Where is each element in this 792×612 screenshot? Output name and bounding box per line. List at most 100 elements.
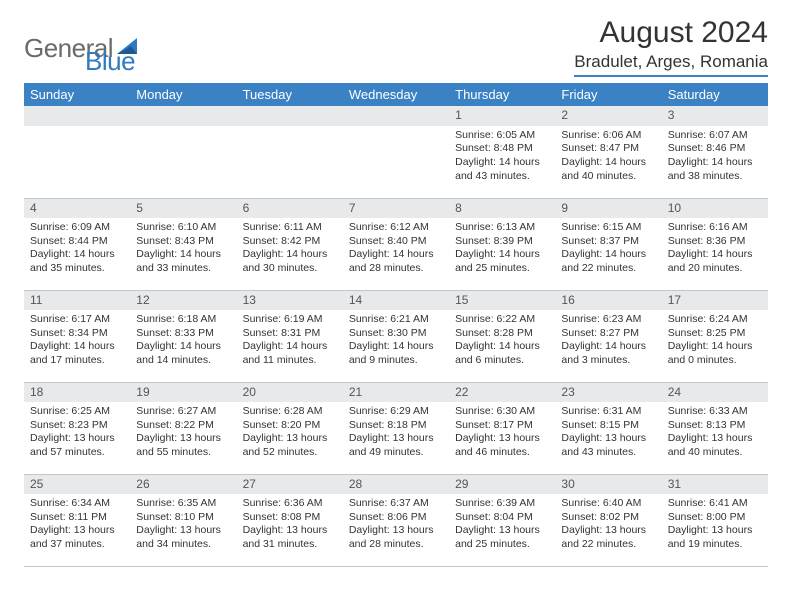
daylight-text: Daylight: 14 hours and 35 minutes.	[30, 248, 124, 275]
day-cell	[130, 106, 236, 198]
day-number: 18	[24, 383, 130, 403]
day-number: 31	[662, 475, 768, 495]
daylight-text: Daylight: 13 hours and 34 minutes.	[136, 524, 230, 551]
brand-part2: Blue	[85, 46, 135, 77]
day-body: Sunrise: 6:22 AMSunset: 8:28 PMDaylight:…	[449, 310, 555, 372]
sunset-text: Sunset: 8:48 PM	[455, 142, 549, 156]
day-number: 6	[237, 199, 343, 219]
day-body: Sunrise: 6:41 AMSunset: 8:00 PMDaylight:…	[662, 494, 768, 556]
day-cell: 8Sunrise: 6:13 AMSunset: 8:39 PMDaylight…	[449, 198, 555, 290]
daylight-text: Daylight: 13 hours and 40 minutes.	[668, 432, 762, 459]
day-number: 8	[449, 199, 555, 219]
day-cell: 15Sunrise: 6:22 AMSunset: 8:28 PMDayligh…	[449, 290, 555, 382]
day-body: Sunrise: 6:35 AMSunset: 8:10 PMDaylight:…	[130, 494, 236, 556]
sunrise-text: Sunrise: 6:35 AM	[136, 497, 230, 511]
day-cell: 26Sunrise: 6:35 AMSunset: 8:10 PMDayligh…	[130, 474, 236, 566]
sunset-text: Sunset: 8:40 PM	[349, 235, 443, 249]
dow-friday: Friday	[555, 83, 661, 106]
day-cell: 7Sunrise: 6:12 AMSunset: 8:40 PMDaylight…	[343, 198, 449, 290]
sunset-text: Sunset: 8:00 PM	[668, 511, 762, 525]
sunset-text: Sunset: 8:39 PM	[455, 235, 549, 249]
location-label: Bradulet, Arges, Romania	[574, 52, 768, 77]
sunset-text: Sunset: 8:22 PM	[136, 419, 230, 433]
day-cell: 12Sunrise: 6:18 AMSunset: 8:33 PMDayligh…	[130, 290, 236, 382]
day-body: Sunrise: 6:36 AMSunset: 8:08 PMDaylight:…	[237, 494, 343, 556]
sunset-text: Sunset: 8:28 PM	[455, 327, 549, 341]
day-cell	[24, 106, 130, 198]
calendar-week-row: 4Sunrise: 6:09 AMSunset: 8:44 PMDaylight…	[24, 198, 768, 290]
sunset-text: Sunset: 8:47 PM	[561, 142, 655, 156]
sunset-text: Sunset: 8:43 PM	[136, 235, 230, 249]
day-cell: 20Sunrise: 6:28 AMSunset: 8:20 PMDayligh…	[237, 382, 343, 474]
daylight-text: Daylight: 14 hours and 40 minutes.	[561, 156, 655, 183]
sunset-text: Sunset: 8:30 PM	[349, 327, 443, 341]
sunset-text: Sunset: 8:15 PM	[561, 419, 655, 433]
day-body: Sunrise: 6:31 AMSunset: 8:15 PMDaylight:…	[555, 402, 661, 464]
empty-day	[24, 106, 130, 126]
sunrise-text: Sunrise: 6:27 AM	[136, 405, 230, 419]
day-body: Sunrise: 6:21 AMSunset: 8:30 PMDaylight:…	[343, 310, 449, 372]
day-cell: 16Sunrise: 6:23 AMSunset: 8:27 PMDayligh…	[555, 290, 661, 382]
sunrise-text: Sunrise: 6:34 AM	[30, 497, 124, 511]
sunrise-text: Sunrise: 6:24 AM	[668, 313, 762, 327]
sunset-text: Sunset: 8:04 PM	[455, 511, 549, 525]
sunrise-text: Sunrise: 6:06 AM	[561, 129, 655, 143]
daylight-text: Daylight: 13 hours and 19 minutes.	[668, 524, 762, 551]
day-number: 25	[24, 475, 130, 495]
daylight-text: Daylight: 14 hours and 33 minutes.	[136, 248, 230, 275]
sunset-text: Sunset: 8:34 PM	[30, 327, 124, 341]
dow-saturday: Saturday	[662, 83, 768, 106]
day-cell: 4Sunrise: 6:09 AMSunset: 8:44 PMDaylight…	[24, 198, 130, 290]
day-body: Sunrise: 6:34 AMSunset: 8:11 PMDaylight:…	[24, 494, 130, 556]
sunset-text: Sunset: 8:44 PM	[30, 235, 124, 249]
day-cell	[237, 106, 343, 198]
day-body: Sunrise: 6:06 AMSunset: 8:47 PMDaylight:…	[555, 126, 661, 188]
day-cell: 22Sunrise: 6:30 AMSunset: 8:17 PMDayligh…	[449, 382, 555, 474]
day-number: 21	[343, 383, 449, 403]
day-cell: 17Sunrise: 6:24 AMSunset: 8:25 PMDayligh…	[662, 290, 768, 382]
day-cell: 29Sunrise: 6:39 AMSunset: 8:04 PMDayligh…	[449, 474, 555, 566]
day-number: 28	[343, 475, 449, 495]
sunrise-text: Sunrise: 6:17 AM	[30, 313, 124, 327]
dow-thursday: Thursday	[449, 83, 555, 106]
day-body: Sunrise: 6:19 AMSunset: 8:31 PMDaylight:…	[237, 310, 343, 372]
daylight-text: Daylight: 13 hours and 28 minutes.	[349, 524, 443, 551]
day-body: Sunrise: 6:12 AMSunset: 8:40 PMDaylight:…	[343, 218, 449, 280]
day-cell: 6Sunrise: 6:11 AMSunset: 8:42 PMDaylight…	[237, 198, 343, 290]
day-number: 27	[237, 475, 343, 495]
day-body: Sunrise: 6:13 AMSunset: 8:39 PMDaylight:…	[449, 218, 555, 280]
day-cell: 18Sunrise: 6:25 AMSunset: 8:23 PMDayligh…	[24, 382, 130, 474]
sunrise-text: Sunrise: 6:36 AM	[243, 497, 337, 511]
daylight-text: Daylight: 13 hours and 43 minutes.	[561, 432, 655, 459]
daylight-text: Daylight: 14 hours and 25 minutes.	[455, 248, 549, 275]
sunset-text: Sunset: 8:37 PM	[561, 235, 655, 249]
day-number: 9	[555, 199, 661, 219]
calendar-table: Sunday Monday Tuesday Wednesday Thursday…	[24, 83, 768, 567]
empty-day	[343, 106, 449, 126]
calendar-week-row: 25Sunrise: 6:34 AMSunset: 8:11 PMDayligh…	[24, 474, 768, 566]
sunset-text: Sunset: 8:11 PM	[30, 511, 124, 525]
title-block: August 2024 Bradulet, Arges, Romania	[574, 16, 768, 77]
day-number: 12	[130, 291, 236, 311]
calendar-week-row: 1Sunrise: 6:05 AMSunset: 8:48 PMDaylight…	[24, 106, 768, 198]
daylight-text: Daylight: 13 hours and 55 minutes.	[136, 432, 230, 459]
dow-sunday: Sunday	[24, 83, 130, 106]
day-cell: 27Sunrise: 6:36 AMSunset: 8:08 PMDayligh…	[237, 474, 343, 566]
day-body: Sunrise: 6:37 AMSunset: 8:06 PMDaylight:…	[343, 494, 449, 556]
sunset-text: Sunset: 8:18 PM	[349, 419, 443, 433]
day-number: 13	[237, 291, 343, 311]
day-of-week-row: Sunday Monday Tuesday Wednesday Thursday…	[24, 83, 768, 106]
sunrise-text: Sunrise: 6:41 AM	[668, 497, 762, 511]
sunrise-text: Sunrise: 6:12 AM	[349, 221, 443, 235]
day-number: 16	[555, 291, 661, 311]
day-body: Sunrise: 6:09 AMSunset: 8:44 PMDaylight:…	[24, 218, 130, 280]
sunrise-text: Sunrise: 6:25 AM	[30, 405, 124, 419]
day-body: Sunrise: 6:24 AMSunset: 8:25 PMDaylight:…	[662, 310, 768, 372]
sunrise-text: Sunrise: 6:31 AM	[561, 405, 655, 419]
day-cell: 31Sunrise: 6:41 AMSunset: 8:00 PMDayligh…	[662, 474, 768, 566]
day-number: 10	[662, 199, 768, 219]
calendar-week-row: 18Sunrise: 6:25 AMSunset: 8:23 PMDayligh…	[24, 382, 768, 474]
day-number: 17	[662, 291, 768, 311]
sunset-text: Sunset: 8:42 PM	[243, 235, 337, 249]
sunset-text: Sunset: 8:20 PM	[243, 419, 337, 433]
